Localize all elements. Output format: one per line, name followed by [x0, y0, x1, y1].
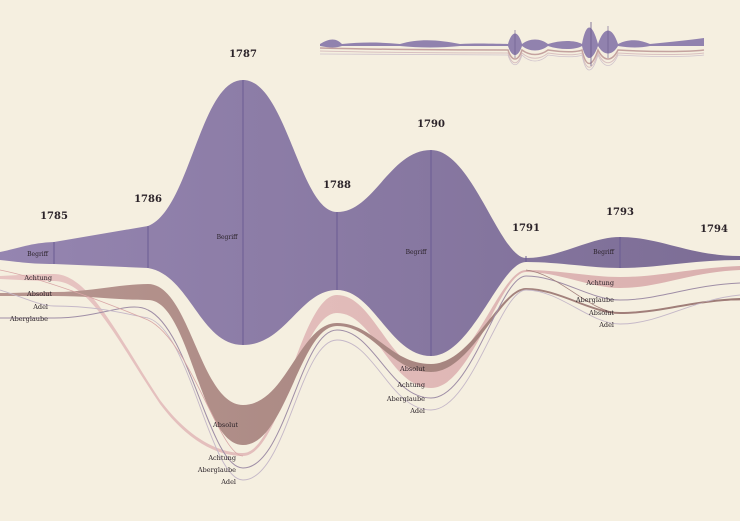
year-1786: 1786	[134, 194, 162, 205]
year-1787: 1787	[229, 49, 257, 60]
year-1788: 1788	[323, 180, 351, 191]
year-1793: 1793	[606, 207, 634, 218]
labels-1793: Begriff Achtung Aberglaube Absolut Adel	[575, 249, 615, 329]
label-achtung: Achtung	[396, 381, 425, 389]
label-aberglaube: Aberglaube	[197, 466, 236, 474]
label-adel: Adel	[32, 303, 48, 311]
label-achtung: Achtung	[23, 274, 52, 282]
label-absolut: Absolut	[26, 290, 52, 298]
year-1785: 1785	[40, 211, 68, 222]
label-absolut: Absolut	[399, 365, 425, 373]
year-1790: 1790	[417, 119, 445, 130]
label-begriff: Begriff	[593, 249, 615, 256]
labels-1787: Begriff Absolut Achtung Aberglaube Adel	[197, 234, 239, 486]
overview-minimap[interactable]	[319, 22, 705, 71]
stream-begriff[interactable]	[0, 80, 740, 356]
label-adel: Adel	[409, 407, 425, 415]
label-aberglaube: Aberglaube	[575, 296, 614, 304]
labels-1790: Begriff Absolut Achtung Aberglaube Adel	[386, 249, 427, 415]
year-labels: 1785 1786 1787 1788 1790 1791 1793 1794	[40, 49, 728, 235]
stream-adel[interactable]	[0, 289, 740, 481]
label-begriff: Begriff	[406, 249, 428, 256]
stream-aberglaube[interactable]	[0, 275, 740, 469]
label-absolut: Absolut	[588, 309, 614, 317]
label-adel: Adel	[220, 478, 236, 486]
stream-absolut[interactable]	[0, 284, 740, 445]
connector-lines	[0, 269, 740, 457]
year-1794: 1794	[700, 224, 728, 235]
label-begriff: Begriff	[217, 234, 239, 241]
stream-achtung[interactable]	[0, 266, 740, 456]
label-adel: Adel	[598, 321, 614, 329]
label-aberglaube: Aberglaube	[386, 395, 425, 403]
year-1791: 1791	[512, 223, 540, 234]
label-absolut: Absolut	[212, 421, 238, 429]
label-achtung: Achtung	[207, 454, 236, 462]
label-aberglaube: Aberglaube	[9, 315, 48, 323]
label-begriff: Begriff	[27, 251, 49, 258]
labels-1785: Begriff Achtung Absolut Adel Aberglaube	[9, 251, 53, 323]
label-achtung: Achtung	[585, 279, 614, 287]
